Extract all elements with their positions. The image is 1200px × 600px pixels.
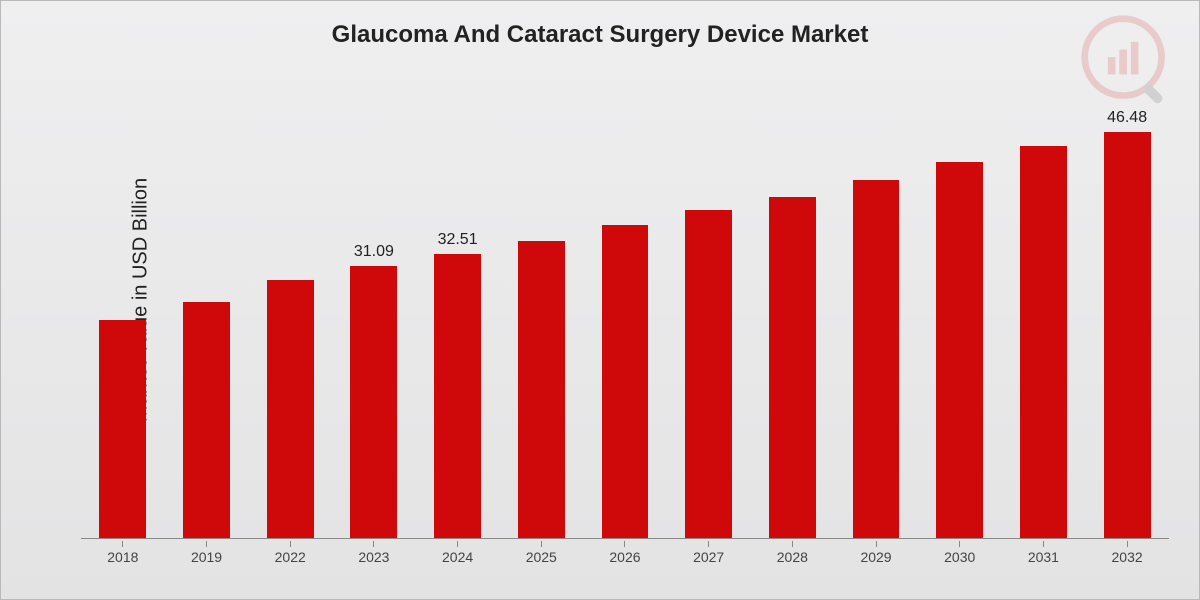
tick-mark [206,541,207,547]
tick-mark [708,541,709,547]
xtick-wrap: 2027 [667,541,751,569]
xtick-wrap: 2019 [165,541,249,569]
tick-mark [122,541,123,547]
x-tick-label: 2028 [777,549,808,565]
bar-wrap: 46.48 [1085,101,1169,538]
tick-mark [1127,541,1128,547]
bar [434,254,481,538]
xtick-wrap: 2032 [1085,541,1169,569]
xtick-wrap: 2023 [332,541,416,569]
xtick-wrap: 2025 [499,541,583,569]
bar [1020,146,1067,538]
x-tick-label: 2026 [609,549,640,565]
bar [853,180,900,538]
x-tick-label: 2031 [1028,549,1059,565]
x-tick-label: 2018 [107,549,138,565]
tick-mark [541,541,542,547]
bar [183,302,230,538]
tick-mark [290,541,291,547]
bar [602,225,649,538]
xtick-wrap: 2029 [834,541,918,569]
xtick-wrap: 2028 [751,541,835,569]
bar [350,266,397,538]
bar-wrap [248,101,332,538]
bar [936,162,983,538]
bar [267,280,314,538]
bar-wrap [918,101,1002,538]
bar-value-label: 46.48 [1107,109,1147,129]
tick-mark [457,541,458,547]
xtick-wrap: 2022 [248,541,332,569]
x-tick-label: 2024 [442,549,473,565]
bar-wrap: 32.51 [416,101,500,538]
x-tick-label: 2022 [275,549,306,565]
bar [518,241,565,538]
watermark-logo-icon [1079,13,1175,109]
bar [769,197,816,538]
bar-wrap: 31.09 [332,101,416,538]
tick-mark [959,541,960,547]
bar [685,210,732,538]
tick-mark [792,541,793,547]
chart-container: Glaucoma And Cataract Surgery Device Mar… [0,0,1200,600]
xtick-wrap: 2018 [81,541,165,569]
x-tick-label: 2027 [693,549,724,565]
plot-area: 31.09 32.51 46.48 [81,101,1169,539]
bar-value-label: 31.09 [354,243,394,263]
xtick-wrap: 2031 [1002,541,1086,569]
x-axis: 2018 2019 2022 2023 2024 2025 2026 2027 2028 2029… [81,541,1169,569]
x-tick-label: 2019 [191,549,222,565]
xtick-wrap: 2024 [416,541,500,569]
x-tick-label: 2029 [860,549,891,565]
tick-mark [373,541,374,547]
x-tick-label: 2023 [358,549,389,565]
bar-wrap [583,101,667,538]
bars-group: 31.09 32.51 46.48 [81,101,1169,538]
tick-mark [1043,541,1044,547]
x-tick-label: 2032 [1112,549,1143,565]
tick-mark [876,541,877,547]
bar-wrap [1002,101,1086,538]
bar-wrap [751,101,835,538]
tick-mark [624,541,625,547]
bar-wrap [499,101,583,538]
bar-wrap [81,101,165,538]
bar-wrap [165,101,249,538]
bar-wrap [667,101,751,538]
x-tick-label: 2025 [526,549,557,565]
xtick-wrap: 2030 [918,541,1002,569]
chart-title: Glaucoma And Cataract Surgery Device Mar… [1,21,1199,49]
bar [99,320,146,539]
bar-value-label: 32.51 [438,231,478,251]
bar [1104,132,1151,538]
x-tick-label: 2030 [944,549,975,565]
bar-wrap [834,101,918,538]
xtick-wrap: 2026 [583,541,667,569]
